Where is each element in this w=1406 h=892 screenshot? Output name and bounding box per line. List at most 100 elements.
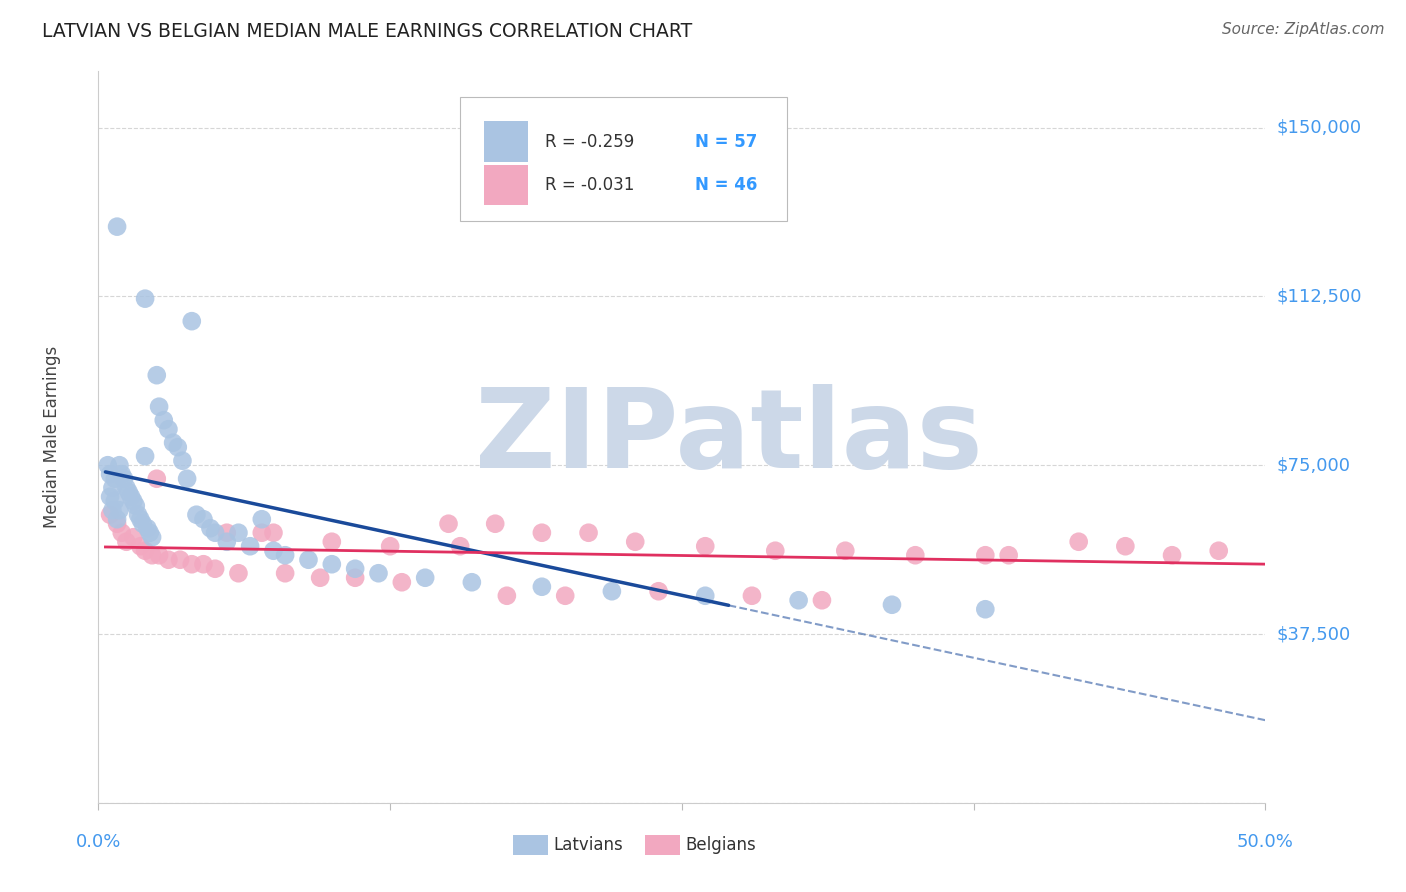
Point [141,548,163,562]
Point [104,494,127,508]
Point [530,580,553,594]
Point [437,516,460,531]
Point [105,512,128,526]
FancyBboxPatch shape [513,835,548,855]
Point [228,525,250,540]
Text: $37,500: $37,500 [1277,625,1351,643]
Point [139,525,162,540]
Point [112,472,135,486]
Point [111,467,134,482]
Point [193,558,215,572]
Point [134,449,156,463]
Point [496,589,519,603]
Point [204,525,226,540]
Text: 50.0%: 50.0% [1237,833,1294,851]
Point [1161,548,1184,562]
Point [530,525,553,540]
Point [1114,539,1136,553]
Text: $112,500: $112,500 [1277,287,1362,305]
Text: Median Male Earnings: Median Male Earnings [42,346,60,528]
Point [239,539,262,553]
Point [367,566,389,581]
Point [344,571,367,585]
Point [200,521,222,535]
Text: 0.0%: 0.0% [76,833,121,851]
Point [115,534,138,549]
Point [180,314,202,328]
Point [974,548,997,562]
Point [380,539,402,553]
Point [880,598,903,612]
Point [624,534,647,549]
Point [449,539,471,553]
Point [115,481,138,495]
Text: R = -0.259: R = -0.259 [546,133,634,151]
Point [461,575,484,590]
Point [1067,534,1090,549]
Text: $150,000: $150,000 [1277,119,1361,136]
Point [122,530,145,544]
Point [125,499,148,513]
Point [98,490,121,504]
Point [146,472,169,486]
Point [166,440,188,454]
Point [120,490,142,504]
Point [274,548,297,562]
Point [105,219,128,234]
Point [578,525,600,540]
Text: R = -0.031: R = -0.031 [546,176,634,194]
Point [787,593,810,607]
Point [101,503,124,517]
Point [98,508,121,522]
Point [105,516,128,531]
Point [111,525,134,540]
Point [321,558,343,572]
Text: Source: ZipAtlas.com: Source: ZipAtlas.com [1222,22,1385,37]
Point [297,553,319,567]
Text: Belgians: Belgians [685,836,756,855]
Point [741,589,763,603]
Point [309,571,332,585]
Point [262,525,284,540]
Point [695,589,717,603]
Text: N = 57: N = 57 [696,133,758,151]
Point [108,503,131,517]
FancyBboxPatch shape [484,165,527,205]
Point [695,539,717,553]
Point [146,368,169,383]
Point [148,548,170,562]
Point [904,548,927,562]
Point [136,521,159,535]
Text: N = 46: N = 46 [696,176,758,194]
Point [763,543,786,558]
Point [104,472,127,486]
Point [274,566,297,581]
Point [162,435,184,450]
Point [169,553,191,567]
Point [974,602,997,616]
Point [129,539,152,553]
FancyBboxPatch shape [644,835,679,855]
Point [98,467,121,482]
Point [1208,543,1230,558]
Text: $75,000: $75,000 [1277,456,1351,475]
Point [152,413,174,427]
Point [134,543,156,558]
Point [127,508,149,522]
Point [157,422,180,436]
Point [193,512,215,526]
Point [600,584,623,599]
Point [186,508,208,522]
Point [554,589,576,603]
Point [108,458,131,473]
Point [262,543,284,558]
Point [157,553,180,567]
Text: LATVIAN VS BELGIAN MEDIAN MALE EARNINGS CORRELATION CHART: LATVIAN VS BELGIAN MEDIAN MALE EARNINGS … [42,22,692,41]
Point [97,458,120,473]
Point [134,292,156,306]
Point [132,516,155,531]
Point [148,400,170,414]
Text: ZIPatlas: ZIPatlas [475,384,983,491]
Point [321,534,343,549]
FancyBboxPatch shape [460,97,787,221]
